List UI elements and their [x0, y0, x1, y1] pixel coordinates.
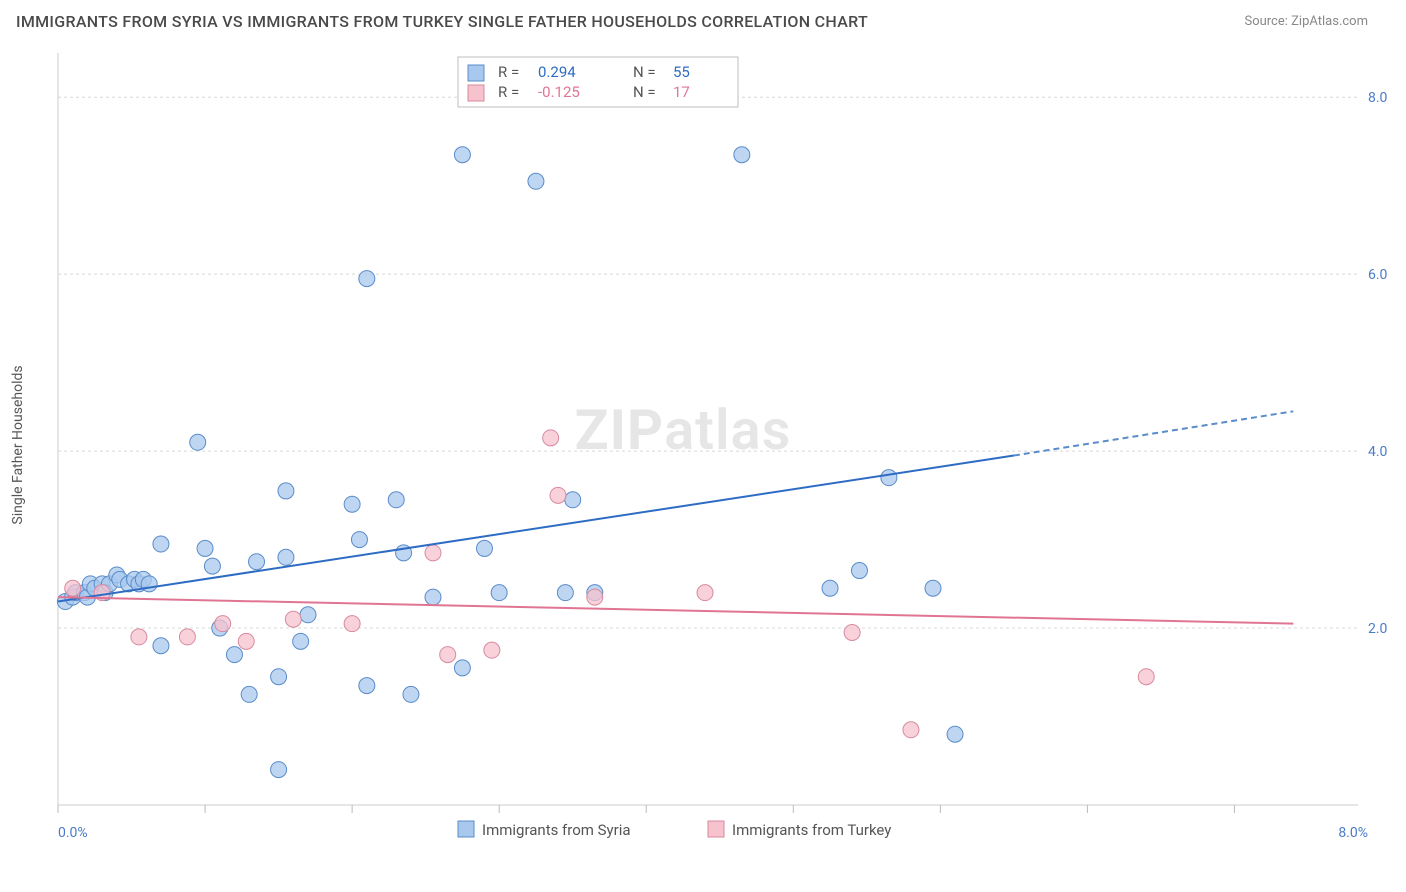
chart-title: IMMIGRANTS FROM SYRIA VS IMMIGRANTS FROM… [16, 12, 868, 31]
data-point [925, 580, 941, 596]
data-point [557, 585, 573, 601]
data-point [484, 642, 500, 658]
data-point [403, 686, 419, 702]
data-point [844, 624, 860, 640]
y-tick-label: 2.0% [1368, 621, 1388, 637]
data-point [359, 271, 375, 287]
source-label: Source: ZipAtlas.com [1244, 14, 1368, 29]
data-point [388, 492, 404, 508]
trend-line-turkey [58, 597, 1293, 624]
legend-r-label: R = [498, 63, 519, 81]
data-point [454, 660, 470, 676]
data-point [697, 585, 713, 601]
data-point [565, 492, 581, 508]
x-tick-label: 8.0% [1338, 825, 1368, 841]
data-point [153, 536, 169, 552]
data-point [550, 487, 566, 503]
legend-r-value: -0.125 [538, 83, 580, 101]
legend-swatch [468, 65, 484, 81]
y-axis-label: Single Father Households [10, 365, 26, 524]
scatter-chart-svg: 2.0% 4.0% 6.0% 8.0% 0.0% 8.0% ZIPatlas R = 0.294… [8, 35, 1388, 855]
y-tick-label: 6.0% [1368, 267, 1388, 283]
trend-line-syria [58, 456, 1014, 602]
data-point [344, 616, 360, 632]
data-point [300, 607, 316, 623]
data-point [249, 554, 265, 570]
data-point [179, 629, 195, 645]
legend-n-value: 55 [673, 63, 690, 81]
legend-series-label: Immigrants from Turkey [732, 821, 891, 839]
data-point [204, 558, 220, 574]
data-point [947, 726, 963, 742]
data-point [587, 589, 603, 605]
data-point [65, 580, 81, 596]
data-point [271, 669, 287, 685]
trend-line-syria-ext [1014, 411, 1293, 455]
data-point [528, 173, 544, 189]
legend-series-label: Immigrants from Syria [482, 821, 631, 839]
data-point [425, 589, 441, 605]
chart-area: Single Father Households 2.0% 4.0% 6.0% 8.0… [8, 35, 1398, 855]
data-point [278, 483, 294, 499]
data-point [241, 686, 257, 702]
data-point [190, 434, 206, 450]
data-point [238, 633, 254, 649]
data-point [293, 633, 309, 649]
data-point [822, 580, 838, 596]
legend-r-label: R = [498, 83, 519, 101]
data-point [271, 762, 287, 778]
legend-n-value: 17 [673, 83, 690, 101]
legend-swatch [708, 821, 724, 837]
data-point [344, 496, 360, 512]
data-point [425, 545, 441, 561]
legend-r-value: 0.294 [538, 63, 576, 81]
data-point [851, 563, 867, 579]
legend-swatch [468, 85, 484, 101]
data-point [491, 585, 507, 601]
data-point [351, 532, 367, 548]
chart-container: IMMIGRANTS FROM SYRIA VS IMMIGRANTS FROM… [8, 8, 1398, 884]
data-point [359, 678, 375, 694]
data-point [197, 540, 213, 556]
data-point [476, 540, 492, 556]
data-point [881, 470, 897, 486]
data-point [285, 611, 301, 627]
y-tick-label: 4.0% [1368, 444, 1388, 460]
title-row: IMMIGRANTS FROM SYRIA VS IMMIGRANTS FROM… [8, 8, 1398, 35]
legend-n-label: N = [633, 83, 656, 101]
x-tick-label: 0.0% [58, 825, 88, 841]
data-point [543, 430, 559, 446]
y-tick-label: 8.0% [1368, 90, 1388, 106]
data-point [440, 647, 456, 663]
data-point [278, 549, 294, 565]
data-point [153, 638, 169, 654]
data-point [903, 722, 919, 738]
data-point [215, 616, 231, 632]
data-point [454, 147, 470, 163]
data-point [1138, 669, 1154, 685]
data-point [734, 147, 750, 163]
legend-n-label: N = [633, 63, 656, 81]
data-point [226, 647, 242, 663]
legend-swatch [458, 821, 474, 837]
data-point [131, 629, 147, 645]
watermark: ZIPatlas [575, 397, 792, 463]
